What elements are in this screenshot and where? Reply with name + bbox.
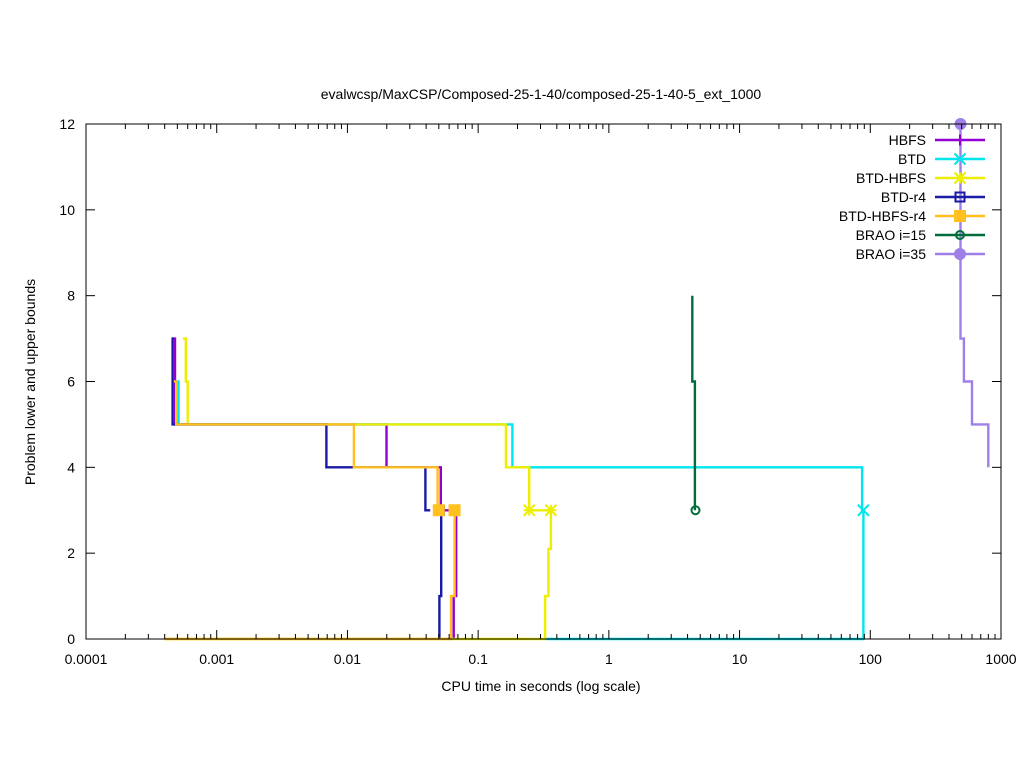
x-tick-label: 0.1 [468,651,488,667]
series-marker [953,171,967,185]
series-upper-bound-line [171,337,431,512]
series-marker [523,504,536,517]
series-lower-bound-line [164,510,553,641]
series-marker [955,230,965,240]
series-marker [432,504,445,517]
series-btd-hbfs [164,337,558,641]
legend-item: BTD-r4 [881,189,985,205]
series-marker [954,134,966,146]
series-upper-bound-line [691,295,697,511]
legend-label: HBFS [889,132,926,148]
x-tick-label: 0.001 [199,651,234,667]
legend-label: BTD [898,151,926,167]
axis-layer: 0.0001 0.001 0.01 0.1 1 10 100 1000 0 2 4 6 8 10 12 [59,116,1016,667]
series-marker [857,504,870,517]
chart-title: evalwcsp/MaxCSP/Composed-25-1-40/compose… [321,86,762,102]
series-marker [544,504,558,517]
x-tick-label: 0.01 [334,651,361,667]
series-brao-i-15 [690,295,701,516]
y-tick-label: 6 [67,374,75,390]
y-tick-label: 12 [59,116,75,132]
legend-item: BTD-HBFS-r4 [839,208,985,224]
y-tick-label: 8 [67,288,75,304]
series-upper-bound-line [959,124,990,468]
legend-item: HBFS [889,132,985,148]
y-tick-label: 2 [67,545,75,561]
series-brao-i-35 [954,118,990,468]
series-marker [954,191,966,203]
legend-item: BTD [898,151,985,167]
legend: HBFS BTD BTD-HBFS BTD-r4 BTD-HBFS-r4 BRAO i=1… [839,132,985,262]
y-tick-label: 10 [59,202,75,218]
x-axis-label: CPU time in seconds (log scale) [441,678,640,694]
x-tick-label: 1000 [985,651,1016,667]
y-tick-label: 0 [67,631,75,647]
x-tick-label: 0.0001 [65,651,108,667]
series-marker [953,152,967,166]
series-upper-bound-line [175,380,864,512]
series-btd-r4 [171,337,445,639]
series-lower-bound-line [438,510,443,639]
legend-label: BTD-HBFS-r4 [839,208,926,224]
series-marker [690,505,701,516]
series-marker [954,248,966,260]
x-tick-label: 10 [732,651,748,667]
legend-item: BTD-HBFS [856,170,985,186]
series-marker [954,210,966,222]
series-btd-hbfs-r4 [164,380,461,641]
series-lower-bound-line [545,510,865,641]
x-tick-label: 100 [859,651,883,667]
x-tick-label: 1 [605,651,613,667]
y-axis-label: Problem lower and upper bounds [22,279,38,485]
series-upper-bound-line [172,337,454,512]
legend-item: BRAO i=15 [856,227,985,243]
legend-label: BRAO i=15 [856,227,927,243]
series-marker [448,504,461,517]
y-tick-label: 4 [67,459,75,475]
legend-item: BRAO i=35 [856,246,985,262]
series-hbfs [172,337,460,639]
series-upper-bound-line [173,380,441,512]
series-btd [175,380,870,641]
series-layer [164,118,990,641]
legend-label: BTD-r4 [881,189,926,205]
legend-label: BTD-HBFS [856,170,926,186]
legend-label: BRAO i=35 [856,246,927,262]
series-lower-bound-line [164,510,456,641]
